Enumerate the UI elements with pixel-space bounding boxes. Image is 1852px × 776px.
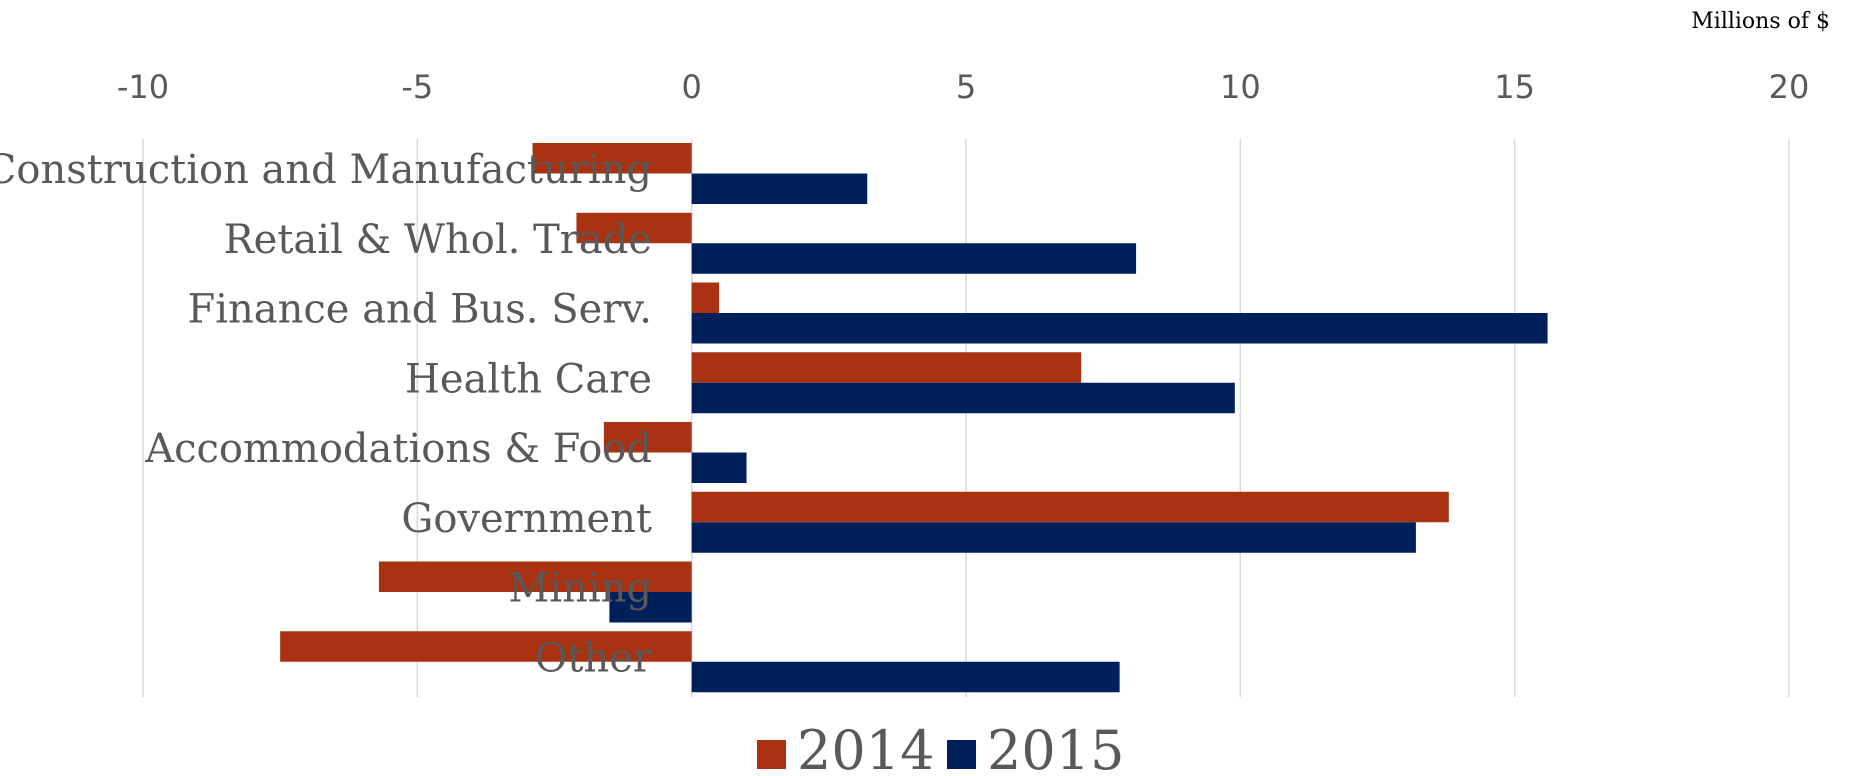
x-tick-label: -10 [117,68,169,106]
bar [603,422,692,453]
category-label: Government [401,496,652,542]
x-tick-label: 0 [681,68,701,106]
bar [691,452,747,483]
bar [576,212,692,244]
bar [691,282,720,313]
category-label: Other [535,635,653,681]
category-label: Finance and Bus. Serv. [187,287,652,333]
legend-swatch [757,740,786,769]
bar [609,592,692,623]
legend-label: 2015 [987,719,1124,776]
category-label: Retail & Whol. Trade [224,217,652,263]
bar [280,631,692,662]
x-tick-label: 5 [956,68,976,106]
bar [691,522,1416,553]
x-tick-label: 20 [1769,68,1810,106]
category-label: Health Care [405,356,652,402]
bar [691,661,1120,693]
bar [691,173,868,204]
category-label: Mining [508,566,652,612]
x-tick-label: -5 [401,68,433,106]
x-tick-label: 15 [1494,68,1535,106]
axis-unit-label: Millions of $ [1691,9,1830,34]
x-tick-label: 10 [1220,68,1261,106]
bar [691,313,1548,344]
bar [691,243,1137,274]
bar [691,491,1449,523]
category-label: Construction and Manufacturing [0,147,652,193]
bar [691,382,1235,414]
bar [532,143,692,174]
legend-swatch [947,740,976,769]
legend-label: 2014 [797,719,934,776]
bar [378,561,692,592]
category-label: Accommodations & Food [144,426,652,472]
bar [691,352,1082,383]
